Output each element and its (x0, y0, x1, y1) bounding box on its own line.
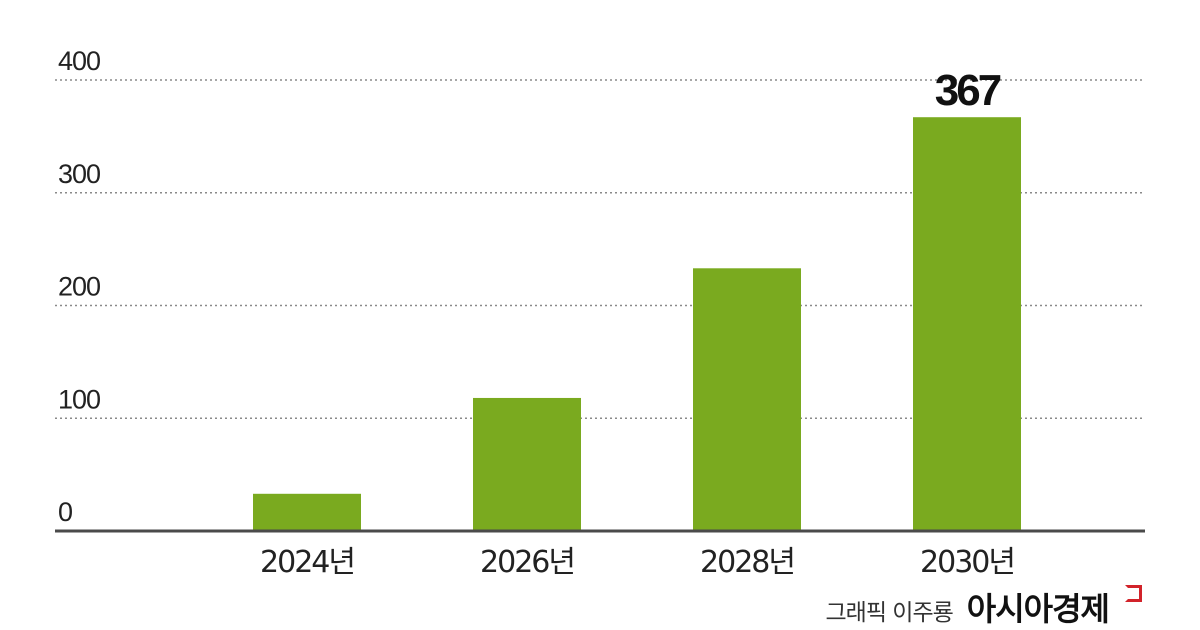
gridlines (55, 79, 1145, 419)
y-tick-label: 100 (58, 384, 100, 414)
graphic-credit: 그래픽 이주룡 (825, 600, 954, 626)
bar (693, 268, 801, 531)
y-tick-label: 200 (58, 272, 100, 302)
bars (253, 117, 1021, 532)
y-tick-label: 0 (58, 497, 72, 527)
y-tick-label: 400 (58, 46, 100, 76)
x-tick-label: 2026년 (480, 545, 574, 580)
y-axis-tick-labels: 0 100 200 300 400 (58, 46, 101, 527)
data-label: 367 (935, 66, 1001, 115)
x-axis-category-labels: 2024년 2026년 2028년 2030년 (260, 545, 1016, 580)
data-labels: 367 (935, 66, 1004, 115)
bar (473, 397, 581, 531)
y-tick-label: 300 (58, 159, 100, 189)
x-tick-label: 2024년 (260, 545, 354, 580)
credit-line: 그래픽 이주룡 아시아경제 (826, 584, 1142, 630)
x-tick-label: 2030년 (920, 545, 1014, 580)
x-tick-label: 2028년 (700, 545, 794, 580)
publisher-logo: 아시아경제 (966, 590, 1110, 628)
logo-mark-icon (1125, 585, 1142, 602)
bar (913, 117, 1021, 532)
bar (253, 493, 361, 531)
